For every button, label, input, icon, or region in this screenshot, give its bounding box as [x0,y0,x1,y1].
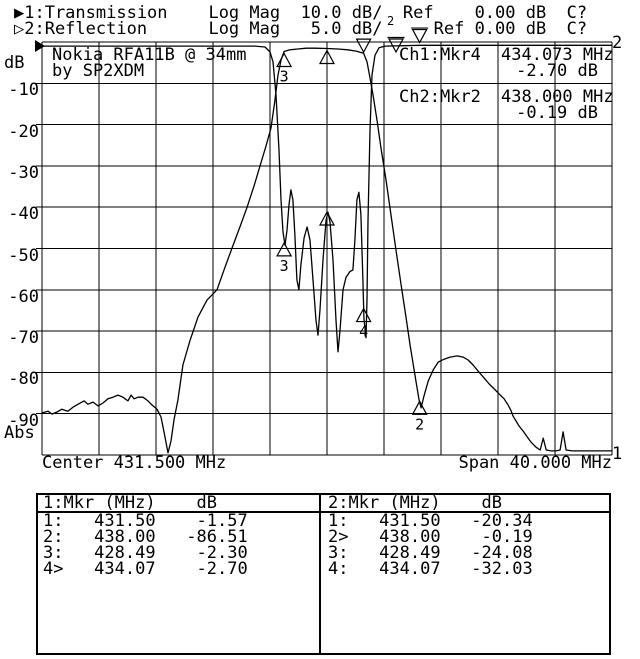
marker-triangle-icon [318,49,336,65]
marker-table-2-row: 2> 438.00 -0.19 [328,527,533,547]
marker-triangle-icon [355,38,372,54]
trace-reflection [41,44,613,353]
marker-table-2-row: 1: 431.50 -20.34 [328,511,533,531]
y-tick-label: -60 [8,287,39,307]
y-tick-label: -10 [8,80,39,100]
marker-triangle-icon [411,400,428,415]
ref-position-arrow-icon [35,40,45,52]
marker-glyphs: 3 2 3 4 [276,27,429,433]
marker-number-label: 3 [280,67,289,85]
marker-triangle-icon [387,38,405,54]
y-tick-label: -20 [8,122,39,142]
marker-triangle-icon [411,28,428,44]
ch1-marker-value: -2.70 dB [516,61,598,81]
trace2-id-label: 2 [612,33,623,53]
ch1-marker-frequency: 434.073 MHz [501,45,614,65]
x-axis-center-label: Center 431.500 MHz [42,453,227,473]
marker-number-label: 3 [280,257,289,275]
marker-triangle-icon [355,307,372,323]
y-tick-label: -80 [8,369,39,389]
plot-title-line2: by SP2XDM [52,61,145,81]
y-tick-label: -90 [8,411,39,431]
marker-table-1-row: 3: 428.49 -2.30 [43,543,248,563]
trace1-id-label: 1 [612,444,623,464]
marker-table-2-row: 4: 434.07 -32.03 [328,559,533,579]
marker-triangle-icon [276,52,293,68]
x-axis-span-label: Span 40.000 MHz [458,453,612,473]
y-tick-label: -30 [8,163,39,183]
y-tick-label: -70 [8,328,39,348]
marker-number-label: 2 [415,415,424,433]
ch2-marker-frequency: 438.000 MHz [501,87,614,107]
channel1-header-line: ▶1:Transmission Log Mag 10.0 dB/ Ref 0.0… [14,3,588,23]
marker-triangle-icon [318,210,336,226]
ch2-marker-value: -0.19 dB [516,103,598,123]
plot-title-line1: Nokia RFA11B @ 34mm [52,45,247,65]
y-axis-abs-label: Abs [4,423,35,443]
trace-transmission [41,47,613,454]
marker-table-2-header: 2:Mkr (MHz) dB [328,493,502,513]
ref2-marker-superscript: 2 [387,14,395,28]
marker-table-1-row: 2: 438.00 -86.51 [43,527,248,547]
y-tick-label: -50 [8,246,39,266]
channel2-header-line: ▷2:Reflection Log Mag 5.0 dB/ Ref 0.00 d… [14,19,588,39]
ch1-marker-readout-label: Ch1:Mkr4 [399,45,481,65]
ch2-marker-readout-label: Ch2:Mkr2 [399,87,481,107]
marker-table-2-row: 3: 428.49 -24.08 [328,543,533,563]
marker-table-1-row: 4> 434.07 -2.70 [43,559,248,579]
marker-number-label: 4 [359,323,368,341]
marker-table-1-header: 1:Mkr (MHz) dB [43,493,217,513]
graticule [36,41,613,456]
y-tick-label: -40 [8,204,39,224]
marker-table-rules [36,493,611,655]
y-axis-unit-label: dB [4,53,25,73]
marker-triangle-icon [276,241,293,257]
marker-table-1-row: 1: 431.50 -1.57 [43,511,248,531]
